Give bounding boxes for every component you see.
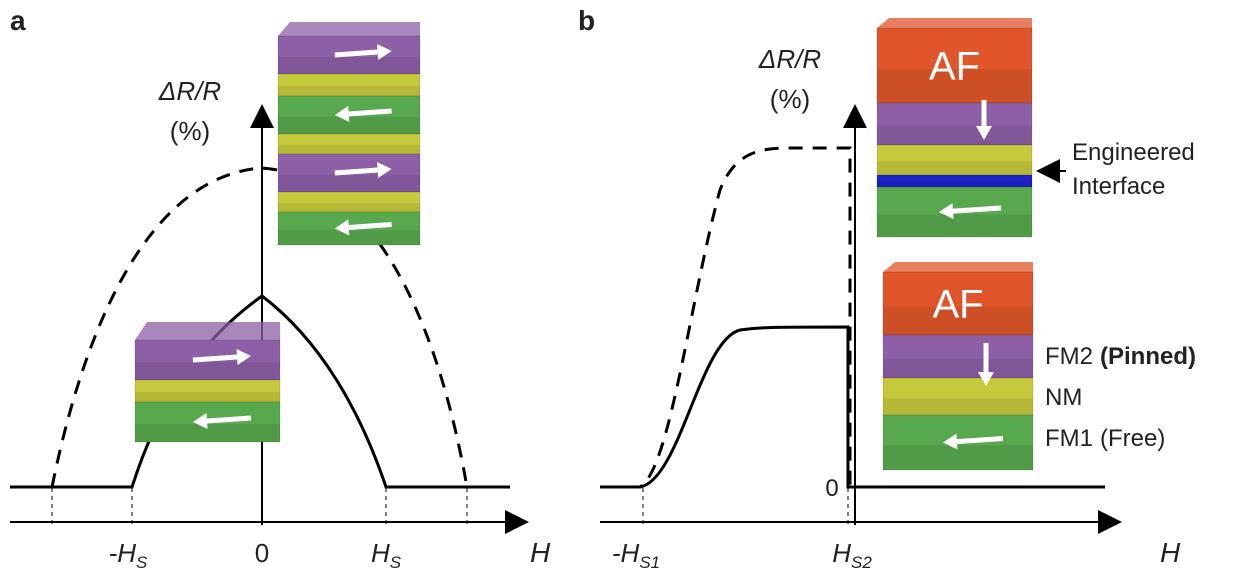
tick-label: HS2 <box>832 538 872 572</box>
panel-label: b <box>578 5 595 36</box>
af-label: AF <box>929 45 980 89</box>
tick-lines <box>51 488 468 528</box>
layer-shade <box>883 358 1033 378</box>
tick-lines <box>642 488 849 528</box>
spin-arrow-head <box>939 203 954 220</box>
spin-arrow-head <box>943 433 958 450</box>
layer-label: NM <box>1045 384 1082 411</box>
layer-shade <box>877 126 1032 145</box>
spin-arrow-head <box>978 372 994 386</box>
spin-arrow-head <box>377 162 392 178</box>
layer-shade <box>278 56 420 74</box>
layer-shade <box>135 424 280 442</box>
layer-shade <box>278 116 420 134</box>
dashed-curve <box>50 166 469 488</box>
spin-arrow-head <box>334 106 350 122</box>
spin-arrow-head <box>976 126 992 140</box>
x-axis-label: H <box>530 537 551 568</box>
layer-shade <box>877 161 1032 175</box>
x-axis-label: H <box>1160 537 1181 568</box>
spin-arrow-head <box>236 348 251 365</box>
layer <box>876 27 1033 104</box>
annotation: Interface <box>1072 173 1165 200</box>
af-label: AF <box>932 283 983 327</box>
spin-arrow <box>348 108 392 117</box>
y-axis-label: ΔR/R <box>758 44 821 74</box>
layer <box>882 334 1034 379</box>
stack-top <box>883 262 1033 272</box>
layer <box>876 102 1033 146</box>
layer-shade <box>877 181 1032 187</box>
solid-curve <box>600 325 1105 489</box>
layer-shade <box>883 445 1033 470</box>
spin-arrow <box>348 222 392 231</box>
y-axis-unit: (%) <box>170 116 210 146</box>
spin-arrow <box>206 415 252 424</box>
stacks: AF AF <box>134 18 1034 471</box>
spin-arrow <box>952 205 1002 214</box>
layer-shade <box>278 203 420 212</box>
spin-arrow-head <box>377 44 392 60</box>
tick-label: -HS <box>109 538 148 572</box>
zero-label: 0 <box>825 475 838 502</box>
dashed-curve <box>605 146 1105 489</box>
layer-label: FM2 (Pinned) <box>1045 343 1196 370</box>
layer-shade <box>877 214 1032 237</box>
spin-arrow <box>956 436 1004 445</box>
annotation: Engineered <box>1072 139 1195 166</box>
tick-label: HS <box>371 538 402 572</box>
spin-arrow-head <box>193 413 208 430</box>
layer-shade <box>135 392 280 402</box>
layer-shade <box>883 306 1033 335</box>
y-axis-label: ΔR/R <box>158 76 221 106</box>
layer <box>876 144 1033 176</box>
y-axis-unit: (%) <box>770 84 810 114</box>
spin-arrow <box>334 49 378 58</box>
layer-shade <box>883 398 1033 415</box>
stack-top <box>135 322 280 340</box>
panel-label: a <box>10 5 26 36</box>
stack-top <box>278 22 420 36</box>
layer-shade <box>135 362 280 380</box>
layer <box>882 271 1034 336</box>
tick-label: -HS1 <box>612 538 660 572</box>
spin-arrow-head <box>334 219 350 236</box>
layer-shade <box>278 174 420 192</box>
stack-top <box>877 18 1032 28</box>
layer-shade <box>278 145 420 154</box>
tick-label: 0 <box>255 538 269 568</box>
spin-arrow <box>334 167 378 176</box>
layer-shade <box>877 69 1032 103</box>
spin-arrow <box>192 354 238 363</box>
layer-shade <box>278 86 420 96</box>
layer-label: FM1 (Free) <box>1045 425 1165 452</box>
layer-shade <box>278 230 420 245</box>
